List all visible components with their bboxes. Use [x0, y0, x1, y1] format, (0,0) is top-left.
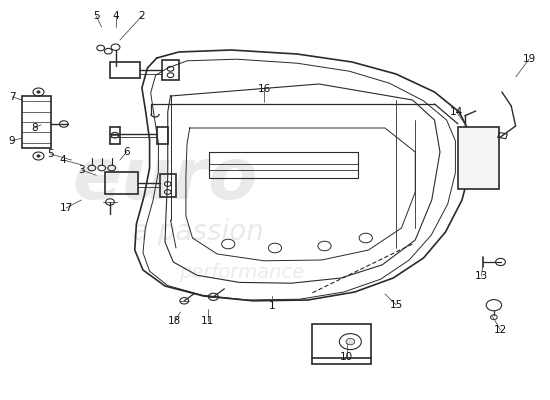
Text: performance: performance	[179, 262, 305, 282]
Text: 4: 4	[112, 11, 119, 21]
FancyBboxPatch shape	[458, 127, 499, 189]
Text: 1: 1	[269, 301, 276, 311]
Text: 15: 15	[389, 300, 403, 310]
Circle shape	[37, 155, 40, 157]
Text: 14: 14	[450, 107, 463, 117]
Circle shape	[470, 136, 476, 140]
Circle shape	[37, 91, 40, 93]
Text: 4: 4	[60, 155, 67, 165]
Text: 2: 2	[139, 11, 145, 21]
Text: 5: 5	[47, 149, 54, 159]
Text: 6: 6	[123, 147, 130, 157]
Text: 16: 16	[257, 84, 271, 94]
Circle shape	[470, 152, 476, 156]
Circle shape	[470, 168, 476, 172]
Text: 10: 10	[340, 352, 353, 362]
Text: 17: 17	[59, 203, 73, 213]
Text: 8: 8	[31, 123, 37, 133]
Text: euro: euro	[72, 146, 258, 214]
Text: 19: 19	[522, 54, 536, 64]
Text: a passion: a passion	[132, 218, 264, 246]
Text: 12: 12	[494, 325, 507, 335]
Text: 11: 11	[201, 316, 214, 326]
Circle shape	[346, 338, 355, 345]
Text: 18: 18	[168, 316, 182, 326]
Text: 5: 5	[93, 11, 100, 21]
Text: 9: 9	[9, 136, 15, 146]
Text: 13: 13	[475, 271, 488, 281]
Text: 7: 7	[9, 92, 15, 102]
Text: 3: 3	[78, 165, 85, 175]
